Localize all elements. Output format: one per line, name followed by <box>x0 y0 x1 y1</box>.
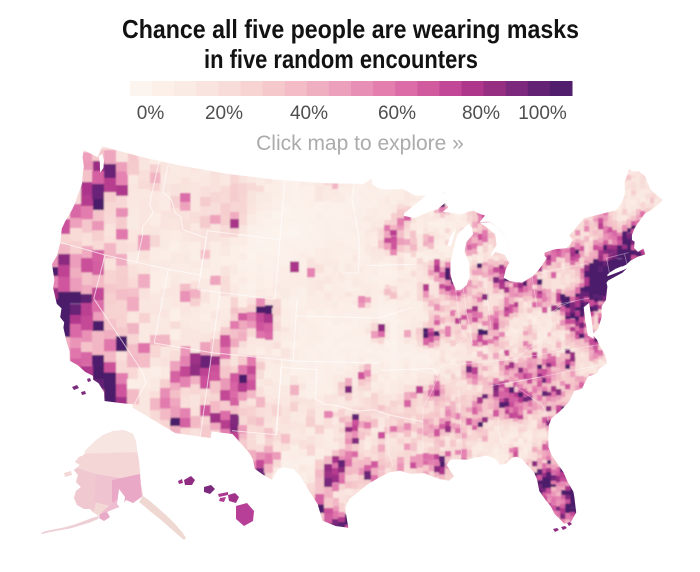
svg-text:in five random encounters: in five random encounters <box>204 44 478 74</box>
svg-text:Chance all five people are wea: Chance all five people are wearing masks <box>122 14 579 44</box>
svg-text:0%: 0% <box>137 103 165 124</box>
svg-text:100%: 100% <box>518 103 567 124</box>
svg-text:Click map to explore »: Click map to explore » <box>256 132 464 155</box>
svg-text:60%: 60% <box>378 103 416 124</box>
svg-text:40%: 40% <box>290 103 328 124</box>
svg-text:20%: 20% <box>205 103 243 124</box>
svg-text:80%: 80% <box>462 103 500 124</box>
